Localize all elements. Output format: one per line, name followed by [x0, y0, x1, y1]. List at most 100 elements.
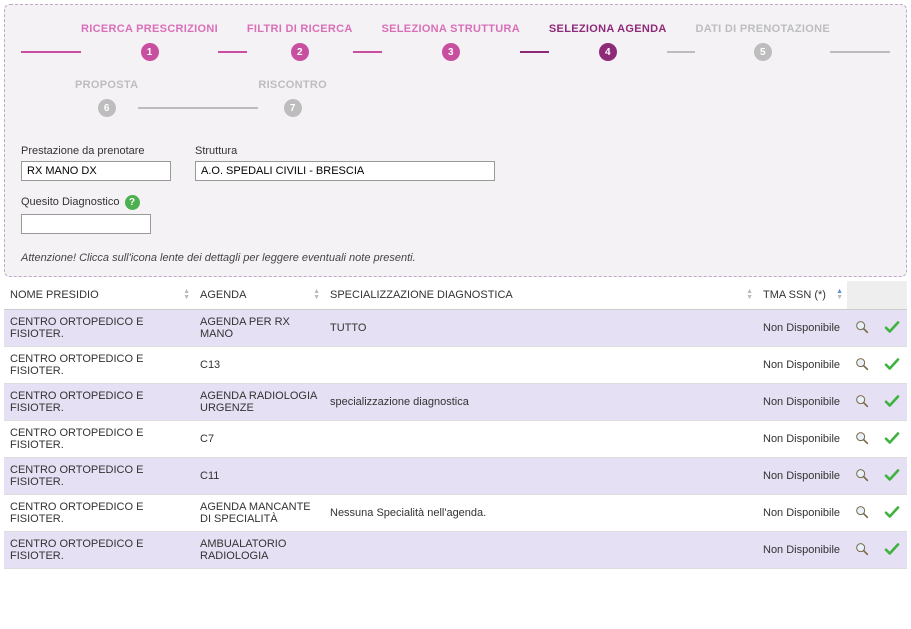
step-label: SELEZIONA STRUTTURA [382, 23, 521, 35]
check-icon [883, 438, 901, 450]
wizard-steps-row-2: PROPOSTA 6 RISCONTRO7 [21, 79, 890, 117]
select-button[interactable] [877, 495, 907, 532]
sort-icon: ▲▼ [746, 289, 753, 301]
step-label: PROPOSTA [75, 79, 138, 91]
magnifier-icon [854, 474, 870, 486]
cell-presidio: CENTRO ORTOPEDICO E FISIOTER. [4, 421, 194, 458]
wizard-step-1[interactable]: RICERCA PRESCRIZIONI 1 [81, 23, 218, 61]
cell-tma: Non Disponibile [757, 495, 847, 532]
step-label: RICERCA PRESCRIZIONI [81, 23, 218, 35]
magnifier-icon [854, 511, 870, 523]
step-connector [21, 51, 81, 53]
select-button[interactable] [877, 458, 907, 495]
cell-spec: specializzazione diagnostica [324, 384, 757, 421]
step-connector [138, 107, 258, 109]
col-select-header [877, 281, 907, 310]
quesito-label: Quesito Diagnostico ? [21, 196, 140, 208]
cell-presidio: CENTRO ORTOPEDICO E FISIOTER. [4, 495, 194, 532]
agenda-table-container: NOME PRESIDIO ▲▼ AGENDA ▲▼ SPECIALIZZAZI… [4, 281, 907, 569]
sort-icon: ▲▼ [183, 289, 190, 301]
step-connector [830, 51, 890, 53]
step-connector [667, 51, 696, 53]
detail-button[interactable] [847, 532, 877, 569]
quesito-label-text: Quesito Diagnostico [21, 196, 119, 208]
step-label: DATI DI PRENOTAZIONE [695, 23, 830, 35]
cell-agenda: AGENDA MANCANTE DI SPECIALITÀ [194, 495, 324, 532]
struttura-label: Struttura [195, 145, 495, 157]
cell-spec: Nessuna Specialità nell'agenda. [324, 495, 757, 532]
step-label: SELEZIONA AGENDA [549, 23, 667, 35]
struttura-field: Struttura [195, 145, 495, 181]
select-button[interactable] [877, 347, 907, 384]
quesito-input[interactable] [21, 214, 151, 234]
table-row: CENTRO ORTOPEDICO E FISIOTER.AGENDA PER … [4, 310, 907, 347]
wizard-step-7[interactable]: RISCONTRO7 [258, 79, 327, 117]
cell-agenda: C13 [194, 347, 324, 384]
magnifier-icon [854, 363, 870, 375]
quesito-field: Quesito Diagnostico ? [21, 195, 890, 234]
cell-spec: TUTTO [324, 310, 757, 347]
select-button[interactable] [877, 384, 907, 421]
cell-presidio: CENTRO ORTOPEDICO E FISIOTER. [4, 458, 194, 495]
select-button[interactable] [877, 532, 907, 569]
check-icon [883, 364, 901, 376]
col-presidio-header[interactable]: NOME PRESIDIO ▲▼ [4, 281, 194, 310]
magnifier-icon [854, 400, 870, 412]
select-button[interactable] [877, 310, 907, 347]
detail-button[interactable] [847, 310, 877, 347]
help-icon[interactable]: ? [125, 195, 140, 210]
detail-button[interactable] [847, 384, 877, 421]
wizard-step-4[interactable]: SELEZIONA AGENDA4 [549, 23, 667, 61]
cell-agenda: C11 [194, 458, 324, 495]
cell-presidio: CENTRO ORTOPEDICO E FISIOTER. [4, 532, 194, 569]
wizard-step-2[interactable]: FILTRI DI RICERCA2 [247, 23, 353, 61]
check-icon [883, 549, 901, 561]
step-circle: 1 [141, 43, 159, 61]
struttura-input[interactable] [195, 161, 495, 181]
table-row: CENTRO ORTOPEDICO E FISIOTER.AGENDA MANC… [4, 495, 907, 532]
col-detail-header [847, 281, 877, 310]
table-row: CENTRO ORTOPEDICO E FISIOTER.C11Non Disp… [4, 458, 907, 495]
prestazione-label: Prestazione da prenotare [21, 145, 171, 157]
wizard-step-5[interactable]: DATI DI PRENOTAZIONE 5 [695, 23, 830, 61]
step-circle: 7 [284, 99, 302, 117]
col-agenda-header[interactable]: AGENDA ▲▼ [194, 281, 324, 310]
wizard-step-6[interactable]: PROPOSTA 6 [75, 79, 138, 117]
step-connector [353, 51, 382, 53]
cell-agenda: C7 [194, 421, 324, 458]
cell-agenda: AMBUALATORIO RADIOLOGIA [194, 532, 324, 569]
wizard-step-3[interactable]: SELEZIONA STRUTTURA3 [382, 23, 521, 61]
check-icon [883, 327, 901, 339]
col-agenda-header-text: AGENDA [200, 289, 246, 301]
table-row: CENTRO ORTOPEDICO E FISIOTER.C7 Non Dispo… [4, 421, 907, 458]
cell-presidio: CENTRO ORTOPEDICO E FISIOTER. [4, 347, 194, 384]
step-circle: 6 [98, 99, 116, 117]
detail-button[interactable] [847, 347, 877, 384]
prestazione-input[interactable] [21, 161, 171, 181]
magnifier-icon [854, 437, 870, 449]
cell-tma: Non Disponibile [757, 421, 847, 458]
step-circle: 5 [754, 43, 772, 61]
cell-presidio: CENTRO ORTOPEDICO E FISIOTER. [4, 310, 194, 347]
sort-icon: ▲▼ [836, 289, 843, 301]
col-presidio-header-text: NOME PRESIDIO [10, 289, 99, 301]
cell-tma: Non Disponibile [757, 532, 847, 569]
sort-icon: ▲▼ [313, 289, 320, 301]
step-circle: 2 [291, 43, 309, 61]
check-icon [883, 475, 901, 487]
col-spec-header[interactable]: SPECIALIZZAZIONE DIAGNOSTICA ▲▼ [324, 281, 757, 310]
wizard-steps-row-1: RICERCA PRESCRIZIONI 1 FILTRI DI RICERCA2 S… [21, 23, 890, 61]
cell-agenda: AGENDA PER RX MANO [194, 310, 324, 347]
detail-button[interactable] [847, 495, 877, 532]
detail-button[interactable] [847, 458, 877, 495]
form-row: Prestazione da prenotare Struttura [21, 145, 890, 181]
agenda-table: NOME PRESIDIO ▲▼ AGENDA ▲▼ SPECIALIZZAZI… [4, 281, 907, 569]
detail-button[interactable] [847, 421, 877, 458]
check-icon [883, 512, 901, 524]
select-button[interactable] [877, 421, 907, 458]
cell-spec [324, 421, 757, 458]
step-connector [218, 51, 247, 53]
table-row: CENTRO ORTOPEDICO E FISIOTER.C13Non Disp… [4, 347, 907, 384]
col-tma-header[interactable]: TMA SSN (*) ▲▼ [757, 281, 847, 310]
col-spec-header-text: SPECIALIZZAZIONE DIAGNOSTICA [330, 289, 513, 301]
